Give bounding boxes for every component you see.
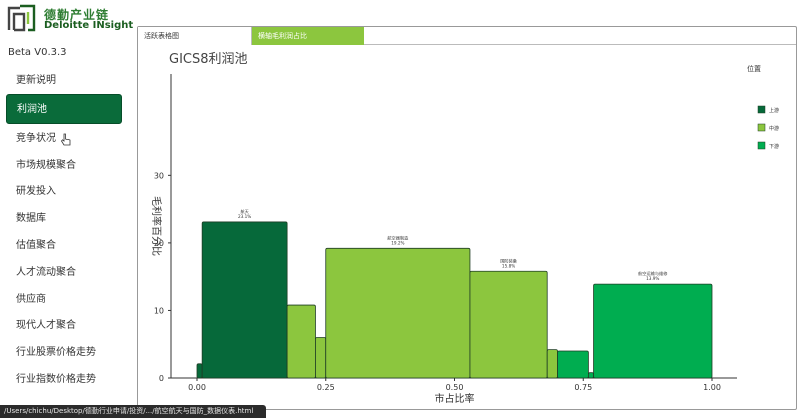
sidebar-item-8[interactable]: 供应商 [16, 293, 46, 305]
bar-0[interactable] [196, 363, 203, 379]
sidebar-item-9[interactable]: 现代人才聚合 [16, 320, 76, 332]
tab-gross-margin-share[interactable]: 横轴毛利润占比 [252, 27, 364, 45]
x-tick-label: 0.75 [574, 383, 592, 392]
y-axis-label: 毛利率百分比 [150, 196, 163, 256]
y-tick-label: 10 [154, 306, 164, 315]
sidebar-item-0[interactable]: 更新说明 [16, 75, 56, 86]
legend-label-2: 下游 [769, 143, 779, 150]
mouse-cursor-icon [61, 133, 71, 146]
status-bar-url: /Users/chichu/Desktop/德勤行业申请/投资/.../航空航天… [0, 405, 266, 418]
bar-label-9: 13.9% [646, 276, 659, 281]
sidebar-item-5[interactable]: 数据库 [16, 213, 46, 225]
sidebar-item-2[interactable]: 竞争状况 [16, 132, 56, 144]
chart-title: GICS8利润池 [169, 52, 248, 67]
plot-area: 0 10 20 30 0.00 0.25 0.50 0.75 1.00 市占比率 毛利率百分比 航天2… [150, 74, 737, 404]
profit-pool-chart: GICS8利润池 0 10 20 30 0.00 0.25 0.50 0.75 1.00 市占比率… [150, 52, 779, 404]
tab-bar: 活跃表格图 横轴毛利润占比 [138, 27, 796, 45]
bar-label-1: 航天 [240, 208, 249, 215]
logo-mark-icon [7, 4, 36, 32]
x-tick-label: 0.25 [317, 383, 335, 392]
main-panel: 活跃表格图 横轴毛利润占比 [137, 26, 797, 410]
bar-label-1: 23.1% [238, 214, 251, 219]
legend-swatch-2 [757, 141, 766, 150]
sidebar-item-1[interactable]: 利润池 [6, 93, 122, 124]
bar-1[interactable] [201, 221, 288, 379]
legend-label-1: 中游 [769, 125, 779, 132]
legend-swatch-0 [757, 105, 766, 114]
logo-title-cn: 德勤产业链 [44, 8, 110, 22]
sidebar-nav: 更新说明利润池竞争状况市场规模聚合 研发投入数据库估值聚合人才流动聚合 供应商现代人… [6, 68, 122, 394]
bar-8[interactable] [587, 372, 594, 379]
bar-5[interactable] [469, 270, 548, 379]
legend-label-0: 上游 [769, 107, 779, 114]
bar-4[interactable] [325, 247, 471, 379]
logo-title-en: Deloitte INsight [44, 20, 134, 31]
legend-swatch-1 [757, 123, 766, 132]
sidebar-item-7[interactable]: 人才流动聚合 [16, 266, 76, 278]
bar-label-4: 航空器制造 [387, 234, 409, 241]
sidebar-item-6[interactable]: 估值聚合 [16, 239, 56, 251]
bar-3[interactable] [315, 337, 327, 379]
tab-active-table[interactable]: 活跃表格图 [138, 27, 252, 45]
y-tick-label: 0 [159, 374, 164, 383]
sidebar-item-11[interactable]: 行业指数价格走势 [16, 373, 96, 385]
bar-label-9: 航空运输与维修 [638, 270, 668, 277]
x-axis-label: 市占比率 [435, 392, 475, 404]
sidebar-item-3[interactable]: 市场规模聚合 [16, 159, 76, 171]
y-tick-label: 20 [154, 239, 164, 248]
bar-2[interactable] [286, 304, 316, 379]
bar-label-4: 19.2% [391, 240, 404, 245]
x-tick-label: 0.00 [188, 383, 206, 392]
sidebar-item-4[interactable]: 研发投入 [16, 186, 56, 198]
bar-7[interactable] [557, 350, 589, 379]
bar-label-5: 国防装备 [500, 257, 518, 264]
version-label: Beta V0.3.3 [8, 47, 67, 58]
bar-6[interactable] [546, 349, 558, 379]
logo: 德勤产业链 Deloitte INsight [6, 3, 141, 33]
legend-title: 位置 [747, 64, 761, 73]
x-tick-label: 0.50 [446, 383, 464, 392]
sidebar-item-10[interactable]: 行业股票价格走势 [16, 347, 96, 359]
x-tick-label: 1.00 [703, 383, 721, 392]
y-tick-label: 30 [154, 171, 164, 180]
bar-label-5: 15.8% [502, 263, 515, 268]
bar-9[interactable] [593, 283, 713, 379]
